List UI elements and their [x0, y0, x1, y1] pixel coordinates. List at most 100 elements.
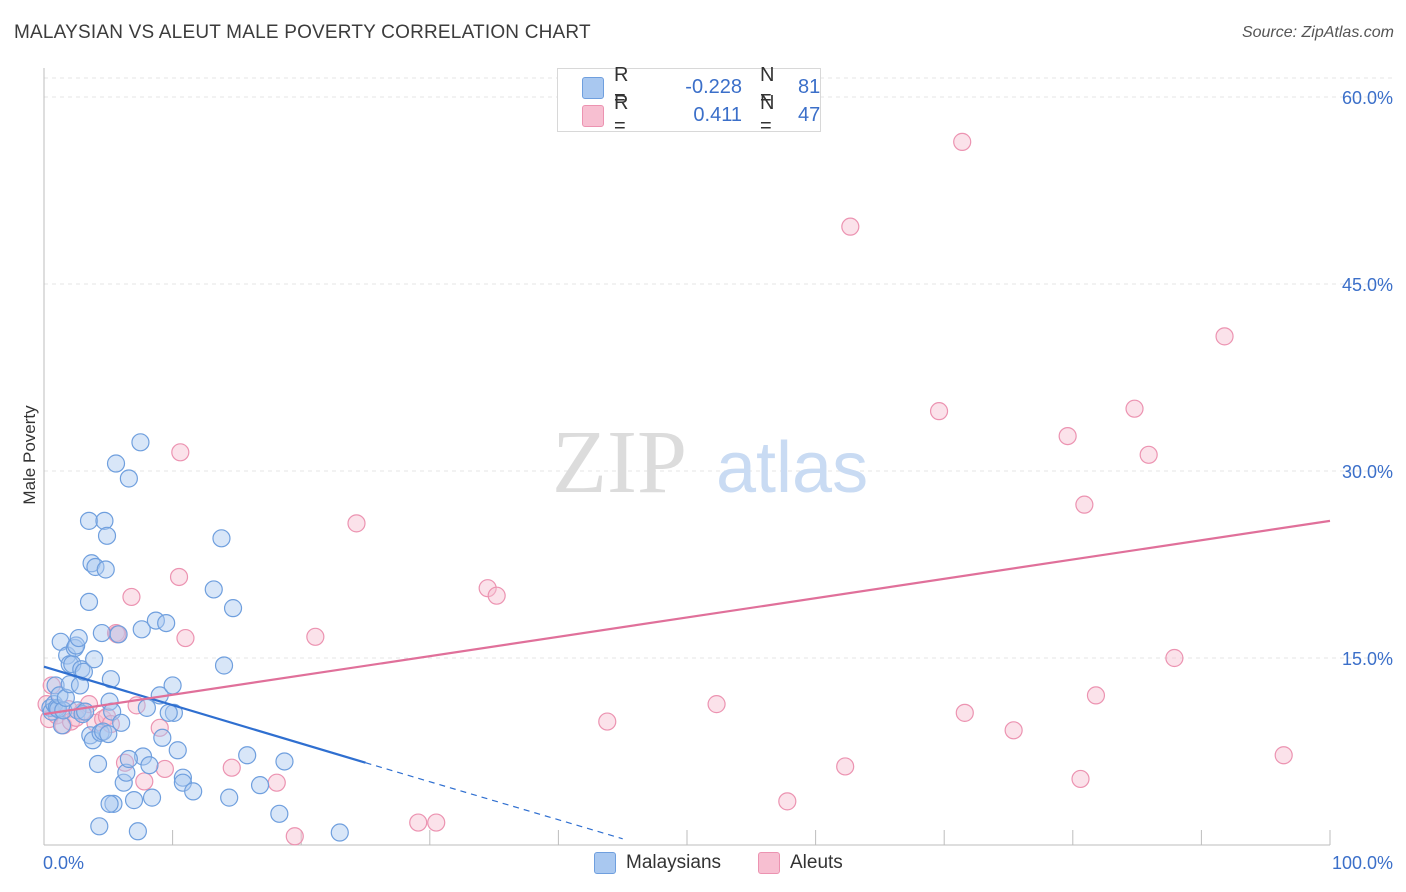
n-value: 47: [798, 103, 821, 126]
y-tick-label: 60.0%: [1342, 88, 1393, 108]
legend-item-aleuts: Aleuts: [758, 852, 843, 874]
malaysians-point: [52, 716, 72, 735]
malaysians-point: [153, 728, 172, 747]
axes: [43, 68, 1331, 846]
watermark: ZIP atlas: [552, 413, 868, 512]
malaysians-point: [67, 636, 86, 655]
r-label: R =: [614, 64, 629, 109]
aleuts-point: [1058, 426, 1077, 446]
chart-title: MALAYSIAN VS ALEUT MALE POVERTY CORRELAT…: [14, 22, 591, 43]
malaysians-point: [119, 469, 138, 488]
aleuts-point: [169, 567, 189, 587]
legend-label-malaysians: Malaysians: [626, 852, 722, 873]
watermark-atlas: atlas: [716, 428, 868, 508]
aleuts-point: [955, 703, 974, 722]
aleuts-point: [836, 757, 855, 776]
aleuts-point: [409, 813, 428, 832]
series-legend: Malaysians Aleuts: [0, 852, 1406, 878]
x-tick-label-max: 100.0%: [1332, 853, 1393, 873]
malaysians-point: [88, 754, 108, 774]
malaysians-point: [100, 794, 119, 813]
watermark-zip: ZIP: [552, 413, 687, 512]
grid-lines: [44, 77, 1393, 659]
r-value: -0.228: [685, 75, 742, 98]
r-value: 0.411: [693, 103, 742, 126]
malaysians-point: [95, 511, 114, 530]
malaysians-point: [132, 620, 151, 639]
malaysians-point: [250, 776, 270, 795]
malaysians-point: [85, 650, 104, 669]
malaysians-point: [204, 580, 223, 599]
aleuts-point: [1139, 445, 1158, 464]
correlation-legend: R = -0.228 N = 81 R = 0.411 N = 47: [557, 64, 821, 137]
x-tick-label-min: 0.0%: [43, 853, 84, 873]
legend-swatch-malaysians: [594, 852, 616, 874]
malaysians-point: [275, 752, 294, 771]
y-tick-label: 45.0%: [1342, 275, 1393, 295]
source-label: Source: ZipAtlas.com: [1241, 24, 1394, 41]
malaysians-point: [238, 746, 257, 765]
malaysians-point: [330, 823, 349, 842]
malaysians-point: [96, 560, 115, 579]
malaysians-trend-extension: [365, 762, 623, 840]
malaysians-point: [128, 822, 147, 841]
aleuts-point: [1215, 327, 1234, 346]
malaysians-point: [90, 817, 109, 836]
malaysians-point: [168, 741, 187, 760]
aleuts-point: [707, 695, 726, 714]
malaysians-point: [220, 788, 239, 807]
y-tick-label: 15.0%: [1342, 649, 1393, 669]
aleuts-point: [155, 759, 174, 779]
aleuts-point: [953, 132, 972, 151]
aleuts-point: [1071, 769, 1090, 789]
aleuts-point: [267, 773, 286, 792]
malaysians-point: [137, 698, 156, 717]
aleuts-point: [1125, 399, 1144, 418]
malaysians-point: [79, 592, 99, 612]
aleuts-point: [1086, 686, 1106, 705]
aleuts-point: [1075, 495, 1094, 514]
malaysians-point: [270, 804, 289, 823]
malaysians-point: [69, 628, 88, 648]
aleuts-point: [778, 792, 797, 811]
malaysians-point: [159, 703, 178, 722]
trend-lines: [43, 519, 1331, 840]
malaysians-point: [56, 688, 75, 707]
malaysians-trend-line: [43, 665, 366, 764]
aleuts-point: [306, 627, 325, 646]
malaysians-point: [184, 782, 203, 801]
aleuts-point: [1165, 648, 1184, 668]
legend-swatch-blue: [582, 77, 604, 99]
malaysians-point: [212, 529, 231, 548]
malaysians-point: [124, 791, 144, 810]
aleuts-point: [176, 628, 195, 648]
malaysians-point: [74, 662, 93, 681]
malaysians-point: [106, 454, 126, 473]
malaysians-point: [92, 623, 111, 643]
malaysians-point: [117, 763, 136, 782]
aleuts-point: [598, 712, 617, 731]
malaysians-point: [214, 656, 234, 675]
legend-swatch-aleuts: [758, 852, 780, 874]
aleuts-point: [222, 758, 241, 777]
malaysians-point: [99, 724, 118, 744]
aleuts-point: [42, 676, 61, 695]
aleuts-trend-line: [43, 519, 1331, 716]
aleuts-point: [347, 514, 366, 533]
malaysians-point: [131, 433, 150, 452]
malaysians-point: [157, 613, 176, 633]
aleuts-point: [841, 217, 860, 236]
legend-label-aleuts: Aleuts: [790, 852, 843, 873]
legend-swatch-pink: [582, 105, 604, 127]
aleuts-point: [1274, 746, 1293, 765]
aleuts-point: [929, 402, 949, 421]
malaysians-point: [163, 676, 182, 695]
malaysians-point: [140, 756, 159, 775]
malaysians-point: [104, 794, 123, 813]
malaysians-point: [119, 749, 138, 769]
aleuts-point: [135, 772, 154, 791]
aleuts-point: [1004, 721, 1023, 740]
malaysians-point: [223, 599, 243, 618]
malaysians-point: [112, 713, 131, 732]
aleuts-point: [122, 587, 141, 607]
